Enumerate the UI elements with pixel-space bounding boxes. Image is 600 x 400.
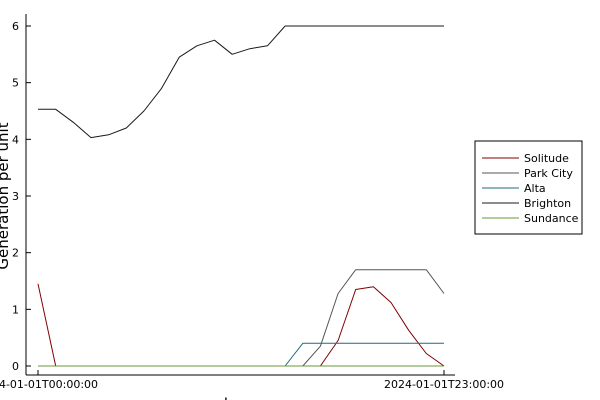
y-tick-label: 2 (12, 247, 19, 260)
legend-entry-label: Sundance (524, 212, 579, 225)
axes (25, 14, 455, 376)
ticks-layer: 0 1 2 3 4 5 6 2024-01-01T00:00:00 2024-01-01T23:… (0, 20, 504, 391)
legend-entry-label: Brighton (524, 197, 571, 210)
legend-entry-label: Park City (524, 167, 573, 180)
series-line-solitude (37, 283, 445, 367)
series-line-alta (38, 342, 444, 367)
series-line-brighton (38, 25, 444, 139)
series-layer (37, 25, 445, 367)
legend: Solitude Park City Alta Brighton Sundance (474, 140, 583, 235)
y-tick-label: 6 (12, 20, 19, 33)
legend-entry-label: Alta (524, 182, 546, 195)
x-axis-label: hour (224, 395, 259, 400)
y-axis-label: Generation per unit (0, 122, 12, 269)
x-tick-label: 2024-01-01T00:00:00 (0, 378, 98, 391)
y-tick-label: 4 (12, 133, 19, 146)
y-tick-label: 5 (12, 77, 19, 90)
y-tick-label: 3 (12, 190, 19, 203)
x-tick-label: 2024-01-01T23:00:00 (384, 378, 504, 391)
y-tick-label: 0 (12, 360, 19, 373)
legend-entry-label: Solitude (524, 152, 569, 165)
series-line-park-city (38, 269, 445, 367)
y-tick-label: 1 (12, 303, 19, 316)
